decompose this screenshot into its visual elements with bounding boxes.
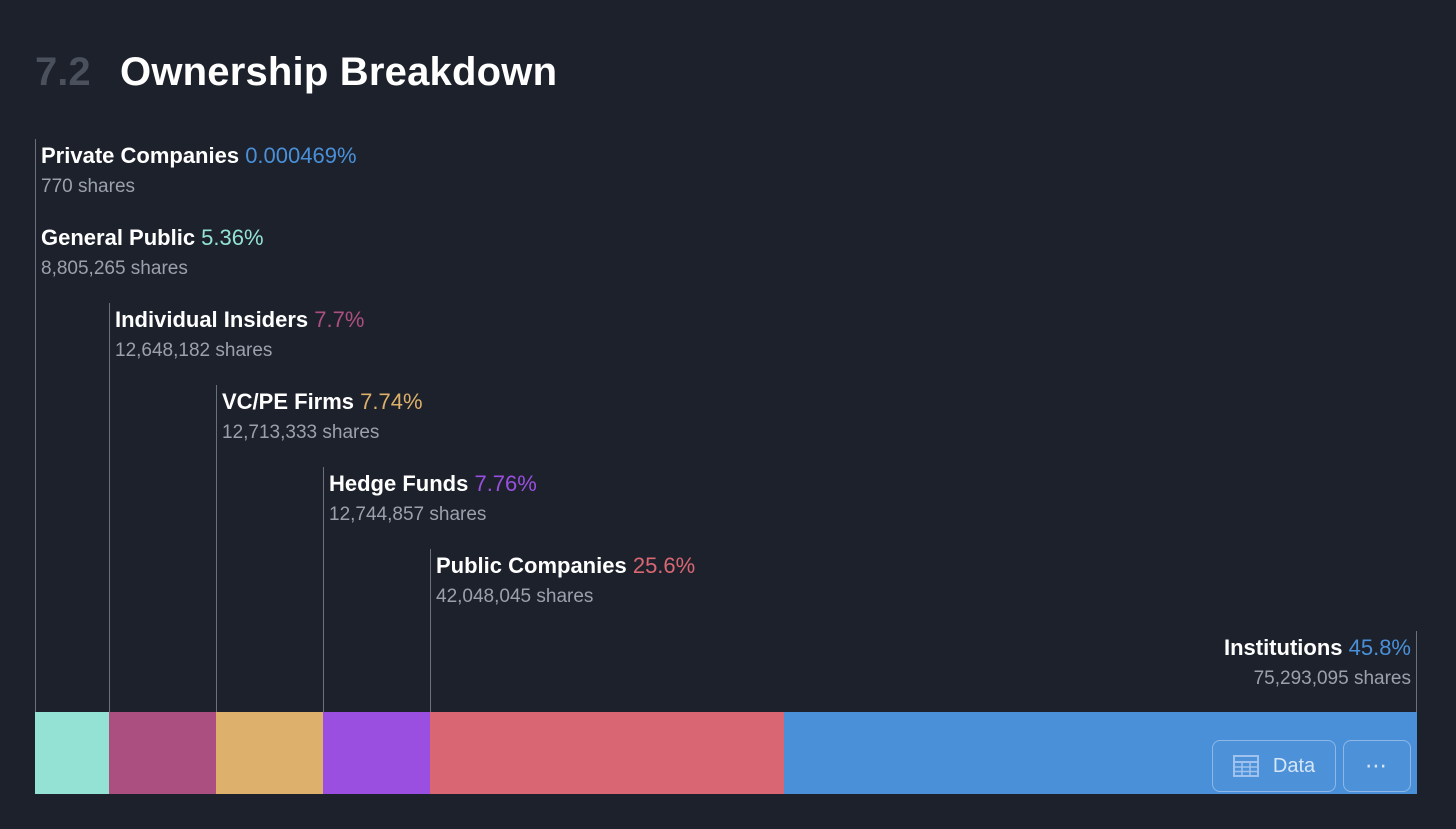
percentage-label: 45.8% bbox=[1348, 635, 1411, 660]
leader-line-vc-pe-firms bbox=[216, 385, 217, 712]
leader-line-individual-insiders bbox=[109, 303, 110, 712]
section-header: 7.2 Ownership Breakdown bbox=[35, 50, 557, 98]
shares-label: 12,744,857 shares bbox=[329, 504, 487, 525]
percentage-label: 25.6% bbox=[632, 553, 696, 578]
bar-segment-general-public[interactable] bbox=[35, 712, 110, 794]
data-button[interactable]: Data bbox=[1212, 740, 1336, 792]
bar-segment-hedge-funds[interactable] bbox=[322, 712, 430, 794]
bar-segment-individual-insiders[interactable] bbox=[109, 712, 216, 794]
bar-segment-public-companies[interactable] bbox=[429, 712, 784, 794]
category-name: Private Companies bbox=[41, 143, 246, 168]
percentage-label: 7.74% bbox=[360, 389, 423, 414]
category-name: VC/PE Firms bbox=[222, 389, 361, 414]
percentage-label: 7.7% bbox=[314, 307, 365, 332]
percentage-label: 7.76% bbox=[474, 471, 537, 496]
percentage-label: 5.36% bbox=[201, 225, 264, 250]
percentage-label: 0.000469% bbox=[245, 143, 357, 168]
label-private-companies: Private Companies 0.000469% 770 shares bbox=[41, 143, 357, 199]
shares-label: 8,805,265 shares bbox=[41, 258, 188, 279]
label-general-public: General Public 5.36% 8,805,265 shares bbox=[41, 225, 264, 281]
shares-label: 42,048,045 shares bbox=[436, 586, 594, 607]
table-icon bbox=[1232, 755, 1259, 777]
leader-line-public-companies bbox=[430, 549, 431, 712]
page-title: Ownership Breakdown bbox=[120, 50, 558, 94]
more-icon: ⋯ bbox=[1365, 753, 1389, 778]
more-button[interactable]: ⋯ bbox=[1343, 740, 1411, 792]
category-name: Public Companies bbox=[436, 553, 633, 578]
leader-line-general-public bbox=[35, 221, 36, 712]
leader-line-institutions bbox=[1416, 631, 1417, 712]
label-institutions: Institutions 45.8% 75,293,095 shares bbox=[1224, 635, 1411, 691]
category-name: Institutions bbox=[1223, 635, 1349, 660]
section-number: 7.2 bbox=[35, 50, 91, 94]
leader-line-hedge-funds bbox=[323, 467, 324, 712]
bar-segment-institutions[interactable] bbox=[783, 712, 1417, 794]
label-public-companies: Public Companies 25.6% 42,048,045 shares bbox=[436, 553, 695, 609]
bar-segment-vc-pe-firms[interactable] bbox=[215, 712, 323, 794]
label-individual-insiders: Individual Insiders 7.7% 12,648,182 share… bbox=[115, 307, 364, 363]
shares-label: 75,293,095 shares bbox=[1253, 668, 1411, 689]
shares-label: 12,713,333 shares bbox=[222, 422, 380, 443]
category-name: Hedge Funds bbox=[329, 471, 475, 496]
shares-label: 12,648,182 shares bbox=[115, 340, 273, 361]
shares-label: 770 shares bbox=[41, 176, 136, 197]
label-hedge-funds: Hedge Funds 7.76% 12,744,857 shares bbox=[329, 471, 537, 527]
data-button-label: Data bbox=[1272, 754, 1316, 777]
category-name: Individual Insiders bbox=[115, 307, 315, 332]
label-vc-pe-firms: VC/PE Firms 7.74% 12,713,333 shares bbox=[222, 389, 423, 445]
category-name: General Public bbox=[41, 225, 202, 250]
